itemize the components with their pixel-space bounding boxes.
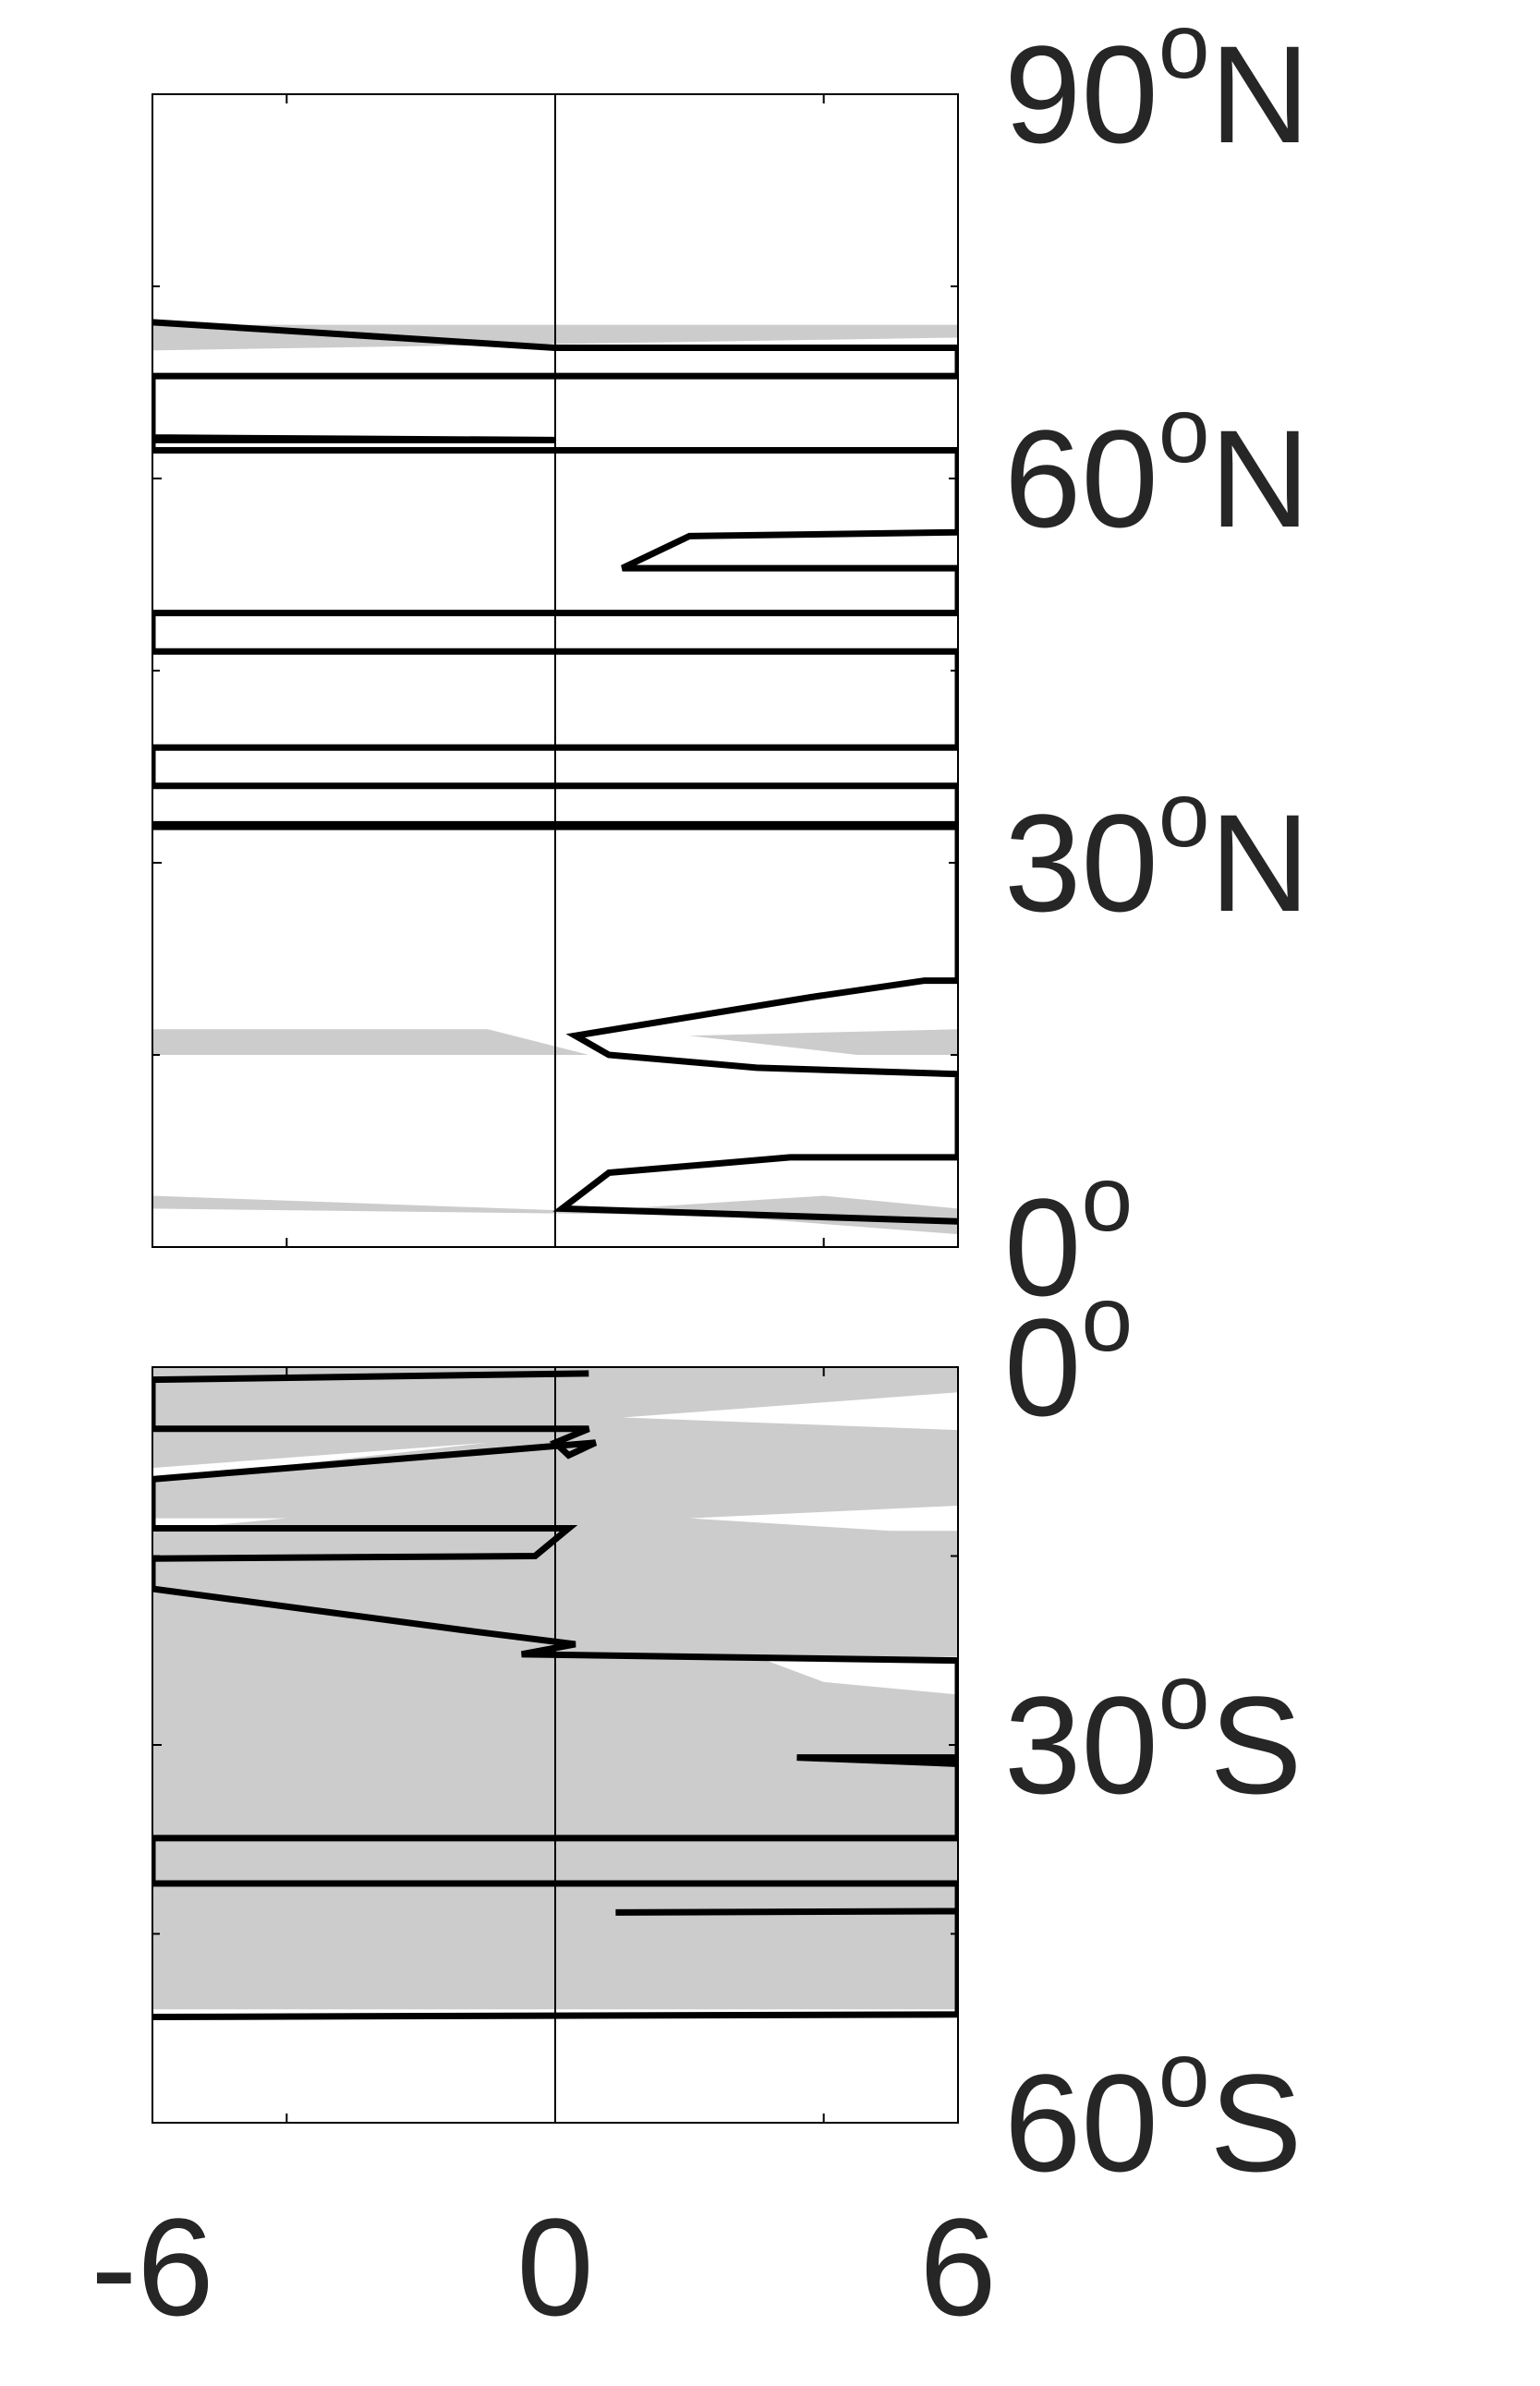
y-tick-num-north-0: 90 [1004, 17, 1158, 172]
y-tick-num-south-0: 0 [1004, 1290, 1081, 1445]
y-tick-hemisphere-south-2: S [1209, 2045, 1302, 2200]
x-axis-tick-labels: -6 0 6 [91, 2189, 996, 2344]
y-tick-label-north-2: 30oN [1004, 763, 1310, 940]
degree-symbol-north-0: o [1158, 0, 1210, 98]
y-tick-hemisphere-north-0: N [1209, 17, 1309, 172]
degree-symbol-north-2: o [1158, 763, 1210, 866]
y-tick-hemisphere-north-2: N [1209, 785, 1309, 940]
y-tick-num-north-1: 60 [1004, 401, 1158, 556]
x-tick-label-zero: 0 [516, 2189, 593, 2344]
x-tick-label-min: -6 [91, 2189, 213, 2344]
degree-symbol-south-1: o [1158, 1645, 1210, 1749]
series-line-north [152, 319, 958, 1225]
y-tick-label-south-1: 30oS [1004, 1645, 1303, 1823]
series-line-south [152, 1370, 958, 2020]
y-tick-num-south-1: 30 [1004, 1667, 1158, 1823]
y-tick-num-south-2: 60 [1004, 2045, 1158, 2200]
y-tick-num-north-2: 30 [1004, 785, 1158, 940]
x-tick-label-max: 6 [919, 2189, 996, 2344]
y-tick-label-south-0: 0o [1004, 1267, 1133, 1445]
y-tick-label-north-1: 60oN [1004, 379, 1310, 556]
y-tick-num-north-3: 0 [1004, 1169, 1081, 1325]
degree-symbol-south-2: o [1158, 2023, 1210, 2126]
degree-symbol-south-0: o [1081, 1267, 1133, 1371]
y-tick-label-south-2: 60oS [1004, 2023, 1303, 2200]
degree-symbol-north-3: o [1081, 1147, 1133, 1251]
y-tick-label-north-3: 0o [1004, 1147, 1133, 1325]
y-tick-hemisphere-north-1: N [1209, 401, 1309, 556]
y-tick-hemisphere-south-1: S [1209, 1667, 1302, 1823]
degree-symbol-north-1: o [1158, 379, 1210, 482]
y-tick-label-north-0: 90oN [1004, 0, 1310, 172]
